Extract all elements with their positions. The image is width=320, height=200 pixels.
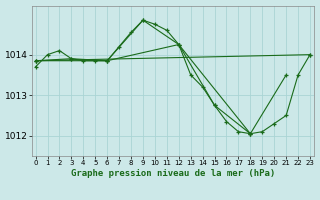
X-axis label: Graphe pression niveau de la mer (hPa): Graphe pression niveau de la mer (hPa)	[71, 169, 275, 178]
